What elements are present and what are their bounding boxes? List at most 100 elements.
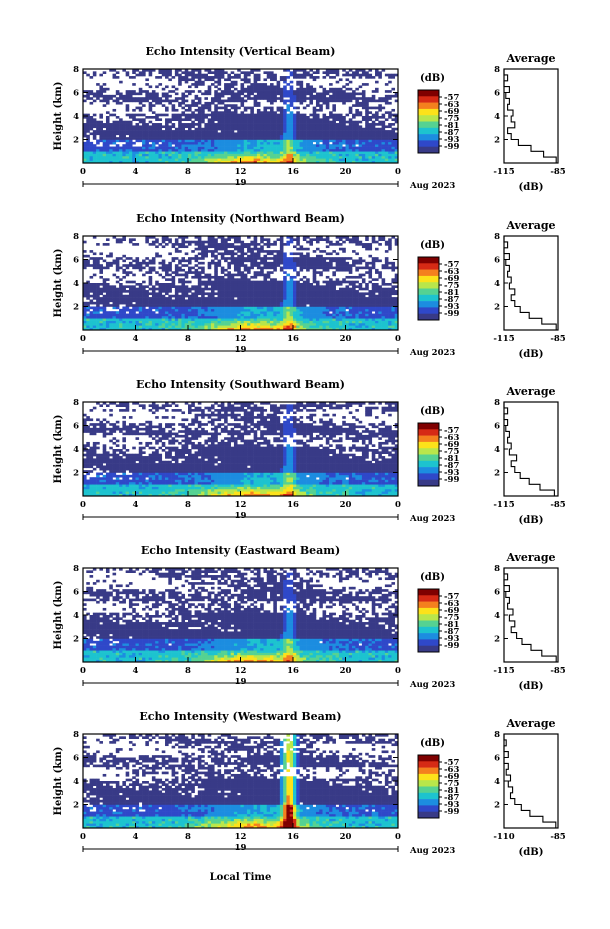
- heatmap-cell: [181, 118, 186, 121]
- heatmap-cell: [256, 85, 261, 89]
- heatmap-cell: [266, 85, 271, 89]
- heatmap-cell: [119, 301, 123, 305]
- heatmap-cell: [299, 290, 304, 293]
- heatmap-cell: [161, 268, 166, 272]
- heatmap-cell: [279, 315, 284, 319]
- heatmap-cell: [233, 80, 238, 84]
- heatmap-cell: [302, 318, 307, 321]
- heatmap-cell: [151, 69, 156, 72]
- heatmap-cell: [286, 264, 291, 267]
- heatmap-cell: [165, 155, 169, 159]
- heatmap-cell: [233, 285, 238, 288]
- heatmap-cell: [358, 120, 363, 124]
- heatmap-cell: [105, 139, 110, 143]
- heatmap-cell: [286, 311, 291, 314]
- heatmap-cell: [96, 297, 100, 300]
- heatmap-cell: [119, 320, 123, 324]
- heatmap-cell: [224, 290, 228, 293]
- heatmap-cell: [181, 285, 186, 288]
- heatmap-cell: [250, 297, 254, 300]
- heatmap-cell: [250, 151, 254, 154]
- heatmap-cell: [371, 160, 376, 164]
- heatmap-cell: [125, 325, 130, 328]
- heatmap-cell: [96, 304, 100, 307]
- heatmap-cell: [112, 327, 117, 331]
- heatmap-cell: [122, 290, 126, 293]
- heatmap-cell: [184, 144, 189, 147]
- heatmap-cell: [325, 144, 330, 147]
- heatmap-cell: [322, 113, 327, 117]
- heatmap-cell: [394, 92, 399, 96]
- heatmap-cell: [233, 104, 238, 107]
- heatmap-cell: [378, 120, 382, 124]
- heatmap-cell: [194, 141, 199, 145]
- heatmap-cell: [233, 320, 238, 324]
- heatmap-cell: [315, 141, 320, 145]
- heatmap-cell: [145, 146, 149, 150]
- heatmap-cell: [138, 287, 143, 291]
- heatmap-cell: [394, 144, 399, 147]
- heatmap-cell: [115, 301, 120, 305]
- heatmap-cell: [161, 158, 166, 161]
- heatmap-cell: [361, 90, 366, 93]
- heatmap-cell: [309, 304, 313, 307]
- heatmap-cell: [243, 278, 248, 281]
- heatmap-cell: [220, 92, 225, 96]
- heatmap-cell: [135, 153, 140, 157]
- heatmap-cell: [105, 160, 110, 164]
- heatmap-cell: [224, 259, 228, 263]
- heatmap-cell: [184, 99, 189, 103]
- heatmap-cell: [105, 151, 110, 154]
- heatmap-cell: [388, 94, 392, 98]
- heatmap-cell: [148, 287, 153, 291]
- heatmap-cell: [89, 275, 94, 279]
- heatmap-cell: [151, 268, 156, 272]
- heatmap-cell: [289, 127, 294, 131]
- heatmap-cell: [325, 73, 330, 77]
- heatmap-cell: [214, 283, 218, 286]
- heatmap-cell: [263, 243, 268, 246]
- heatmap-cell: [276, 92, 281, 96]
- heatmap-cell: [178, 318, 182, 321]
- heatmap-cell: [184, 264, 189, 267]
- heatmap-cell: [194, 301, 199, 305]
- heatmap-cell: [237, 306, 241, 310]
- heatmap-cell: [279, 120, 284, 124]
- heatmap-cell: [201, 252, 205, 256]
- heatmap-cell: [89, 90, 94, 93]
- heatmap-cell: [151, 327, 156, 331]
- heatmap-cell: [322, 280, 327, 284]
- heatmap-cell: [214, 299, 218, 303]
- heatmap-cell: [207, 123, 212, 126]
- heatmap-cell: [181, 101, 186, 105]
- heatmap-cell: [348, 99, 353, 103]
- heatmap-cell: [83, 290, 87, 293]
- heatmap-cell: [286, 273, 291, 277]
- heatmap-cell: [224, 104, 228, 107]
- heatmap-cell: [296, 322, 300, 326]
- heatmap-cell: [161, 264, 166, 267]
- heatmap-cell: [148, 104, 153, 107]
- heatmap-cell: [194, 148, 199, 152]
- heatmap-cell: [201, 308, 205, 312]
- heatmap-cell: [122, 264, 126, 267]
- heatmap-cell: [115, 299, 120, 303]
- heatmap-cell: [302, 311, 307, 314]
- heatmap-cell: [309, 158, 313, 161]
- heatmap-cell: [158, 243, 163, 246]
- heatmap-cell: [237, 120, 241, 124]
- heatmap-cell: [96, 283, 100, 286]
- heatmap-cell: [197, 144, 202, 147]
- heatmap-cell: [214, 243, 218, 246]
- heatmap-cell: [230, 299, 235, 303]
- heatmap-cell: [197, 139, 202, 143]
- heatmap-cell: [220, 153, 225, 157]
- heatmap-cell: [115, 266, 120, 270]
- heatmap-cell: [210, 318, 215, 321]
- heatmap-cell: [260, 153, 264, 157]
- heatmap-cell: [365, 132, 369, 136]
- heatmap-cell: [184, 290, 189, 293]
- heatmap-cell: [299, 254, 304, 258]
- heatmap-cell: [227, 266, 231, 270]
- heatmap-cell: [335, 71, 340, 74]
